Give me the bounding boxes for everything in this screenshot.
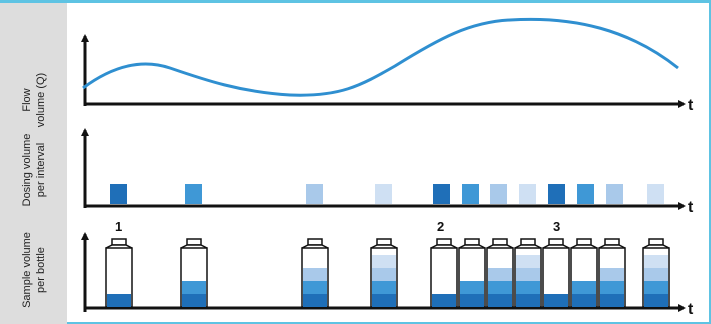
- sample-bottles: [105, 238, 670, 308]
- row-label-sidebar: [0, 0, 67, 324]
- sample-t-label: t: [688, 301, 694, 318]
- bottle-layer: [600, 268, 624, 281]
- bottle-layer: [644, 294, 668, 307]
- bottle-neck: [648, 238, 664, 246]
- sample-bottle: [486, 238, 514, 308]
- bottle-layer: [182, 281, 206, 294]
- bottle-neck: [520, 238, 536, 246]
- sample-row-label-line2: per bottle: [35, 247, 47, 293]
- bottle-layer: [516, 268, 540, 281]
- bottle-neck: [436, 238, 452, 246]
- bottle-neck: [604, 238, 620, 246]
- dosing-block: [110, 184, 127, 204]
- flow-row-label-line1: Flow: [21, 88, 33, 111]
- frame-bottom-border: [67, 322, 711, 324]
- sample-bottle: [105, 238, 133, 308]
- bottle-layer: [644, 255, 668, 268]
- sample-bottle: [514, 238, 542, 308]
- dosing-block: [577, 184, 594, 204]
- bottle-layer: [488, 281, 512, 294]
- sample-bottle: [180, 238, 208, 308]
- sample-bottle: [570, 238, 598, 308]
- bottle-layer: [488, 294, 512, 307]
- bottle-layer: [516, 294, 540, 307]
- bottle-neck: [492, 238, 508, 246]
- bottle-layer: [644, 281, 668, 294]
- dosing-block: [548, 184, 565, 204]
- bottle-layer: [572, 281, 596, 294]
- bottle-neck: [186, 238, 202, 246]
- bottle-layer: [182, 294, 206, 307]
- sample-bottle: [542, 238, 570, 308]
- marker-label: 2: [437, 219, 444, 234]
- bottle-layer: [516, 281, 540, 294]
- sample-bottle: [301, 238, 329, 308]
- sample-bottle: [598, 238, 626, 308]
- dosing-t-label: t: [688, 199, 694, 216]
- bottle-layer: [516, 255, 540, 268]
- dosing-block: [606, 184, 623, 204]
- marker-label: 3: [553, 219, 560, 234]
- bottle-layer: [460, 294, 484, 307]
- bottle-layer: [644, 268, 668, 281]
- sample-bottle: [642, 238, 670, 308]
- sample-row-label-line1: Sample volume: [21, 232, 33, 308]
- dosing-row-label-line2: per interval: [35, 143, 47, 197]
- bottle-layer: [372, 255, 396, 268]
- bottle-neck: [548, 238, 564, 246]
- frame-right-border: [709, 0, 711, 324]
- dosing-block: [462, 184, 479, 204]
- bottle-layer: [372, 281, 396, 294]
- frame-top-border: [0, 0, 711, 3]
- sample-bottle: [458, 238, 486, 308]
- bottle-neck: [111, 238, 127, 246]
- bottle-neck: [376, 238, 392, 246]
- sample-bottle: [370, 238, 398, 308]
- bottle-layer: [303, 294, 327, 307]
- bottle-layer: [460, 281, 484, 294]
- bottle-layer: [432, 294, 456, 307]
- bottle-layer: [107, 294, 131, 307]
- dosing-block: [375, 184, 392, 204]
- bottle-layer: [488, 268, 512, 281]
- bottle-neck: [576, 238, 592, 246]
- bottle-layer: [372, 294, 396, 307]
- bottle-neck: [464, 238, 480, 246]
- dosing-block: [185, 184, 202, 204]
- bottle-layer: [600, 281, 624, 294]
- dosing-row-label-line1: Dosing volume: [21, 134, 33, 207]
- bottle-layer: [600, 294, 624, 307]
- dosing-block: [306, 184, 323, 204]
- dosing-block: [519, 184, 536, 204]
- bottle-layer: [372, 268, 396, 281]
- flow-row-label-line2: volume (Q): [35, 73, 47, 127]
- bottle-layer: [303, 268, 327, 281]
- flow-curve: [82, 17, 679, 97]
- bottle-layer: [572, 294, 596, 307]
- dosing-block: [647, 184, 664, 204]
- sample-bottle: [430, 238, 458, 308]
- flow-t-label: t: [688, 97, 694, 114]
- dosing-block: [490, 184, 507, 204]
- bottle-neck: [307, 238, 323, 246]
- bottle-layer: [544, 294, 568, 307]
- marker-label: 1: [115, 219, 122, 234]
- dosing-block: [433, 184, 450, 204]
- bottle-layer: [303, 281, 327, 294]
